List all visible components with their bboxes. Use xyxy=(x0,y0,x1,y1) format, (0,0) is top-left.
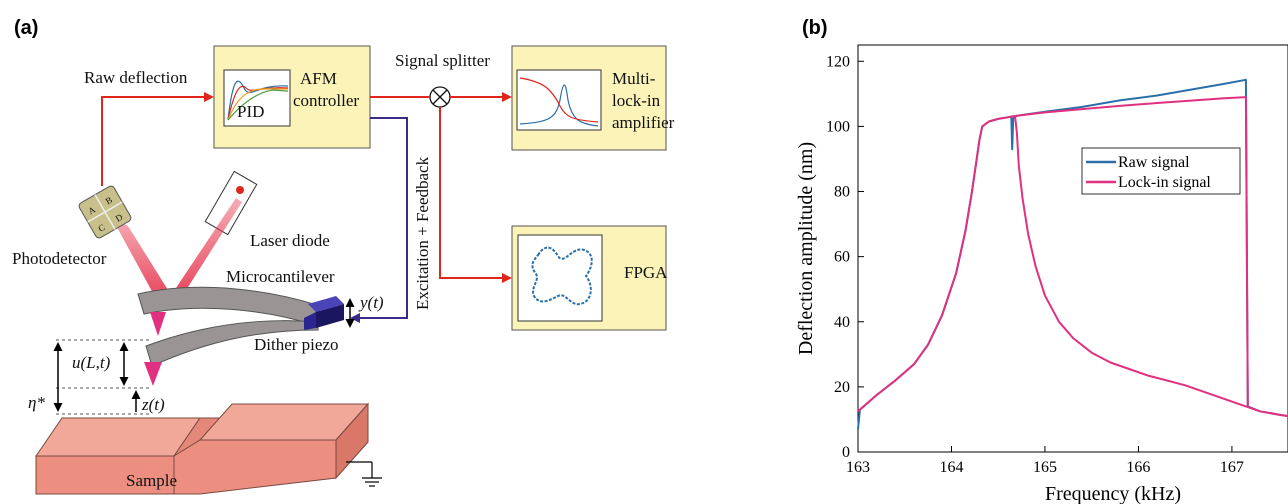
dither-piezo xyxy=(304,296,344,330)
amplifier-label: amplifier xyxy=(612,113,675,132)
plot-frame xyxy=(857,44,1288,453)
eta-label: η* xyxy=(28,393,45,412)
signal-splitter-label: Signal splitter xyxy=(395,51,490,70)
x-tick-label: 163 xyxy=(846,459,870,476)
y-tick-label: 80 xyxy=(834,184,850,201)
lockin-response-icon xyxy=(519,77,599,127)
x-axis-label: Frequency (kHz) xyxy=(1045,483,1181,504)
controller-label: controller xyxy=(293,91,359,110)
z-label: z(t) xyxy=(141,395,165,414)
y-axis-label: Deflection amplitude (nm) xyxy=(795,142,817,355)
quadrant-a: A xyxy=(86,204,97,216)
multi-label: Multi- xyxy=(612,69,656,88)
x-tick-label: 165 xyxy=(1033,459,1057,476)
fpga-orbit-icon xyxy=(531,246,593,306)
microcantilever-label: Microcantilever xyxy=(226,267,335,286)
raw-deflection-label: Raw deflection xyxy=(84,68,188,87)
laser-diode xyxy=(204,170,258,236)
y-tick-label: 60 xyxy=(834,249,850,266)
cantilever-lower xyxy=(145,320,319,367)
quadrant-c: C xyxy=(96,222,106,234)
tip-upper xyxy=(150,312,166,336)
afm-label: AFM xyxy=(300,69,337,88)
dither-piezo-label: Dither piezo xyxy=(254,335,339,354)
excitation-feedback-label: Excitation + Feedback xyxy=(413,156,432,310)
panel-b-label: (b) xyxy=(802,17,828,39)
laser-diode-label: Laser diode xyxy=(250,231,330,250)
lockin-plot xyxy=(516,69,602,131)
quadrant-d: D xyxy=(114,212,125,224)
y-tick-label: 40 xyxy=(834,314,850,331)
x-tick-label: 166 xyxy=(1126,459,1150,476)
fpga-label: FPGA xyxy=(624,263,668,282)
tip-lower xyxy=(144,362,162,386)
photodetector: A B C D xyxy=(78,185,132,239)
laser-beams xyxy=(112,198,242,306)
chart: 163 164 165 166 167 0 20 40 60 80 100 120 Frequency… xyxy=(795,44,1288,504)
feedback-arrow xyxy=(350,117,408,323)
pid-label: PID xyxy=(237,102,264,121)
y-label: y(t) xyxy=(358,293,384,312)
sample-block xyxy=(35,402,370,495)
splitter-icon xyxy=(429,86,451,108)
y-tick-label: 20 xyxy=(834,379,850,396)
legend-entry: Raw signal xyxy=(1118,154,1190,171)
ground-icon xyxy=(346,461,382,487)
y-tick-label: 100 xyxy=(826,118,850,135)
legend: Raw signal Lock-in signal xyxy=(1081,147,1241,195)
legend-entry: Lock-in signal xyxy=(1118,174,1211,191)
y-tick-label: 120 xyxy=(826,53,850,70)
series-line-lockin xyxy=(857,115,1288,418)
panel-a-label: (a) xyxy=(14,17,38,39)
signal-arrows xyxy=(101,92,512,283)
series-line-lockin xyxy=(1014,96,1249,407)
photodetector-label: Photodetector xyxy=(12,249,107,268)
x-tick-label: 167 xyxy=(1220,459,1244,476)
dimension-guides xyxy=(56,339,152,415)
pid-plot xyxy=(223,69,291,127)
x-tick-label: 164 xyxy=(939,459,963,476)
lockin-label: lock-in xyxy=(612,91,661,110)
fpga-plot xyxy=(517,234,603,322)
quadrant-b: B xyxy=(104,195,114,207)
sample-label: Sample xyxy=(126,471,177,490)
y-tick-label: 0 xyxy=(842,444,850,461)
pid-response-icon xyxy=(227,80,289,121)
u-label: u(L,t) xyxy=(72,353,111,372)
legend-box xyxy=(1081,147,1241,195)
